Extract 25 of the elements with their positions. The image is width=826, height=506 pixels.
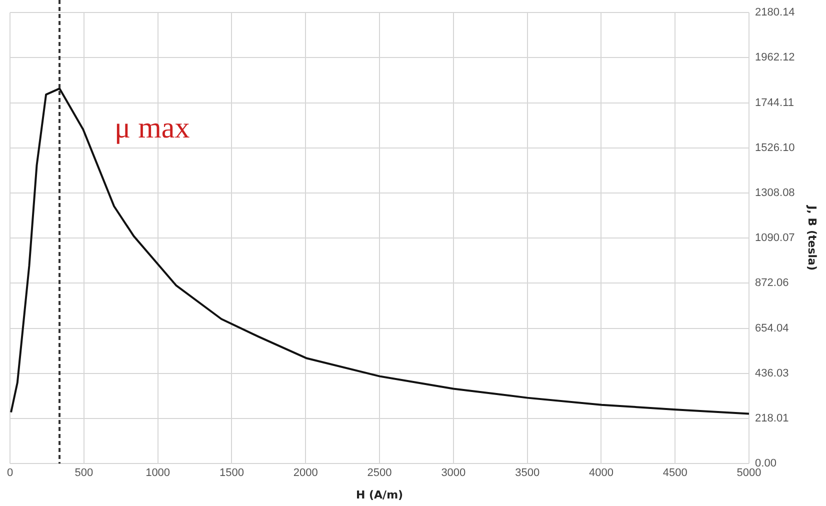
ref-line-label: μ max xyxy=(114,112,190,145)
y-axis-title: J, B (tesla) xyxy=(806,204,819,271)
x-tick-label: 500 xyxy=(74,467,94,480)
x-tick-label: 4500 xyxy=(662,467,688,480)
x-tick-label: 4000 xyxy=(588,467,614,480)
y-tick-label: 654.04 xyxy=(755,322,789,334)
y-tick-label: 1526.10 xyxy=(755,142,795,154)
y-tick-label: 1090.07 xyxy=(755,232,795,244)
y-tick-label: 0.00 xyxy=(755,458,776,470)
y-tick-label: 2180.14 xyxy=(755,6,795,19)
x-axis-title: H (A/m) xyxy=(356,488,404,502)
x-tick-label: 0 xyxy=(6,467,14,480)
x-tick-label: 2000 xyxy=(293,467,318,480)
x-tick-label: 2500 xyxy=(367,467,392,480)
x-tick-label: 5000 xyxy=(736,467,762,480)
x-tick-label: 3500 xyxy=(515,467,540,480)
x-tick-label: 3000 xyxy=(441,467,466,480)
y-tick-label: 1308.08 xyxy=(755,187,795,200)
y-tick-label: 218.01 xyxy=(755,412,789,425)
y-tick-label: 436.03 xyxy=(755,367,789,380)
y-tick-label: 872.06 xyxy=(755,277,789,290)
y-tick-label: 1744.11 xyxy=(755,96,794,109)
y-tick-label: 1962.12 xyxy=(755,52,795,64)
x-tick-label: 1500 xyxy=(219,467,244,480)
x-tick-label: 1000 xyxy=(146,467,170,480)
